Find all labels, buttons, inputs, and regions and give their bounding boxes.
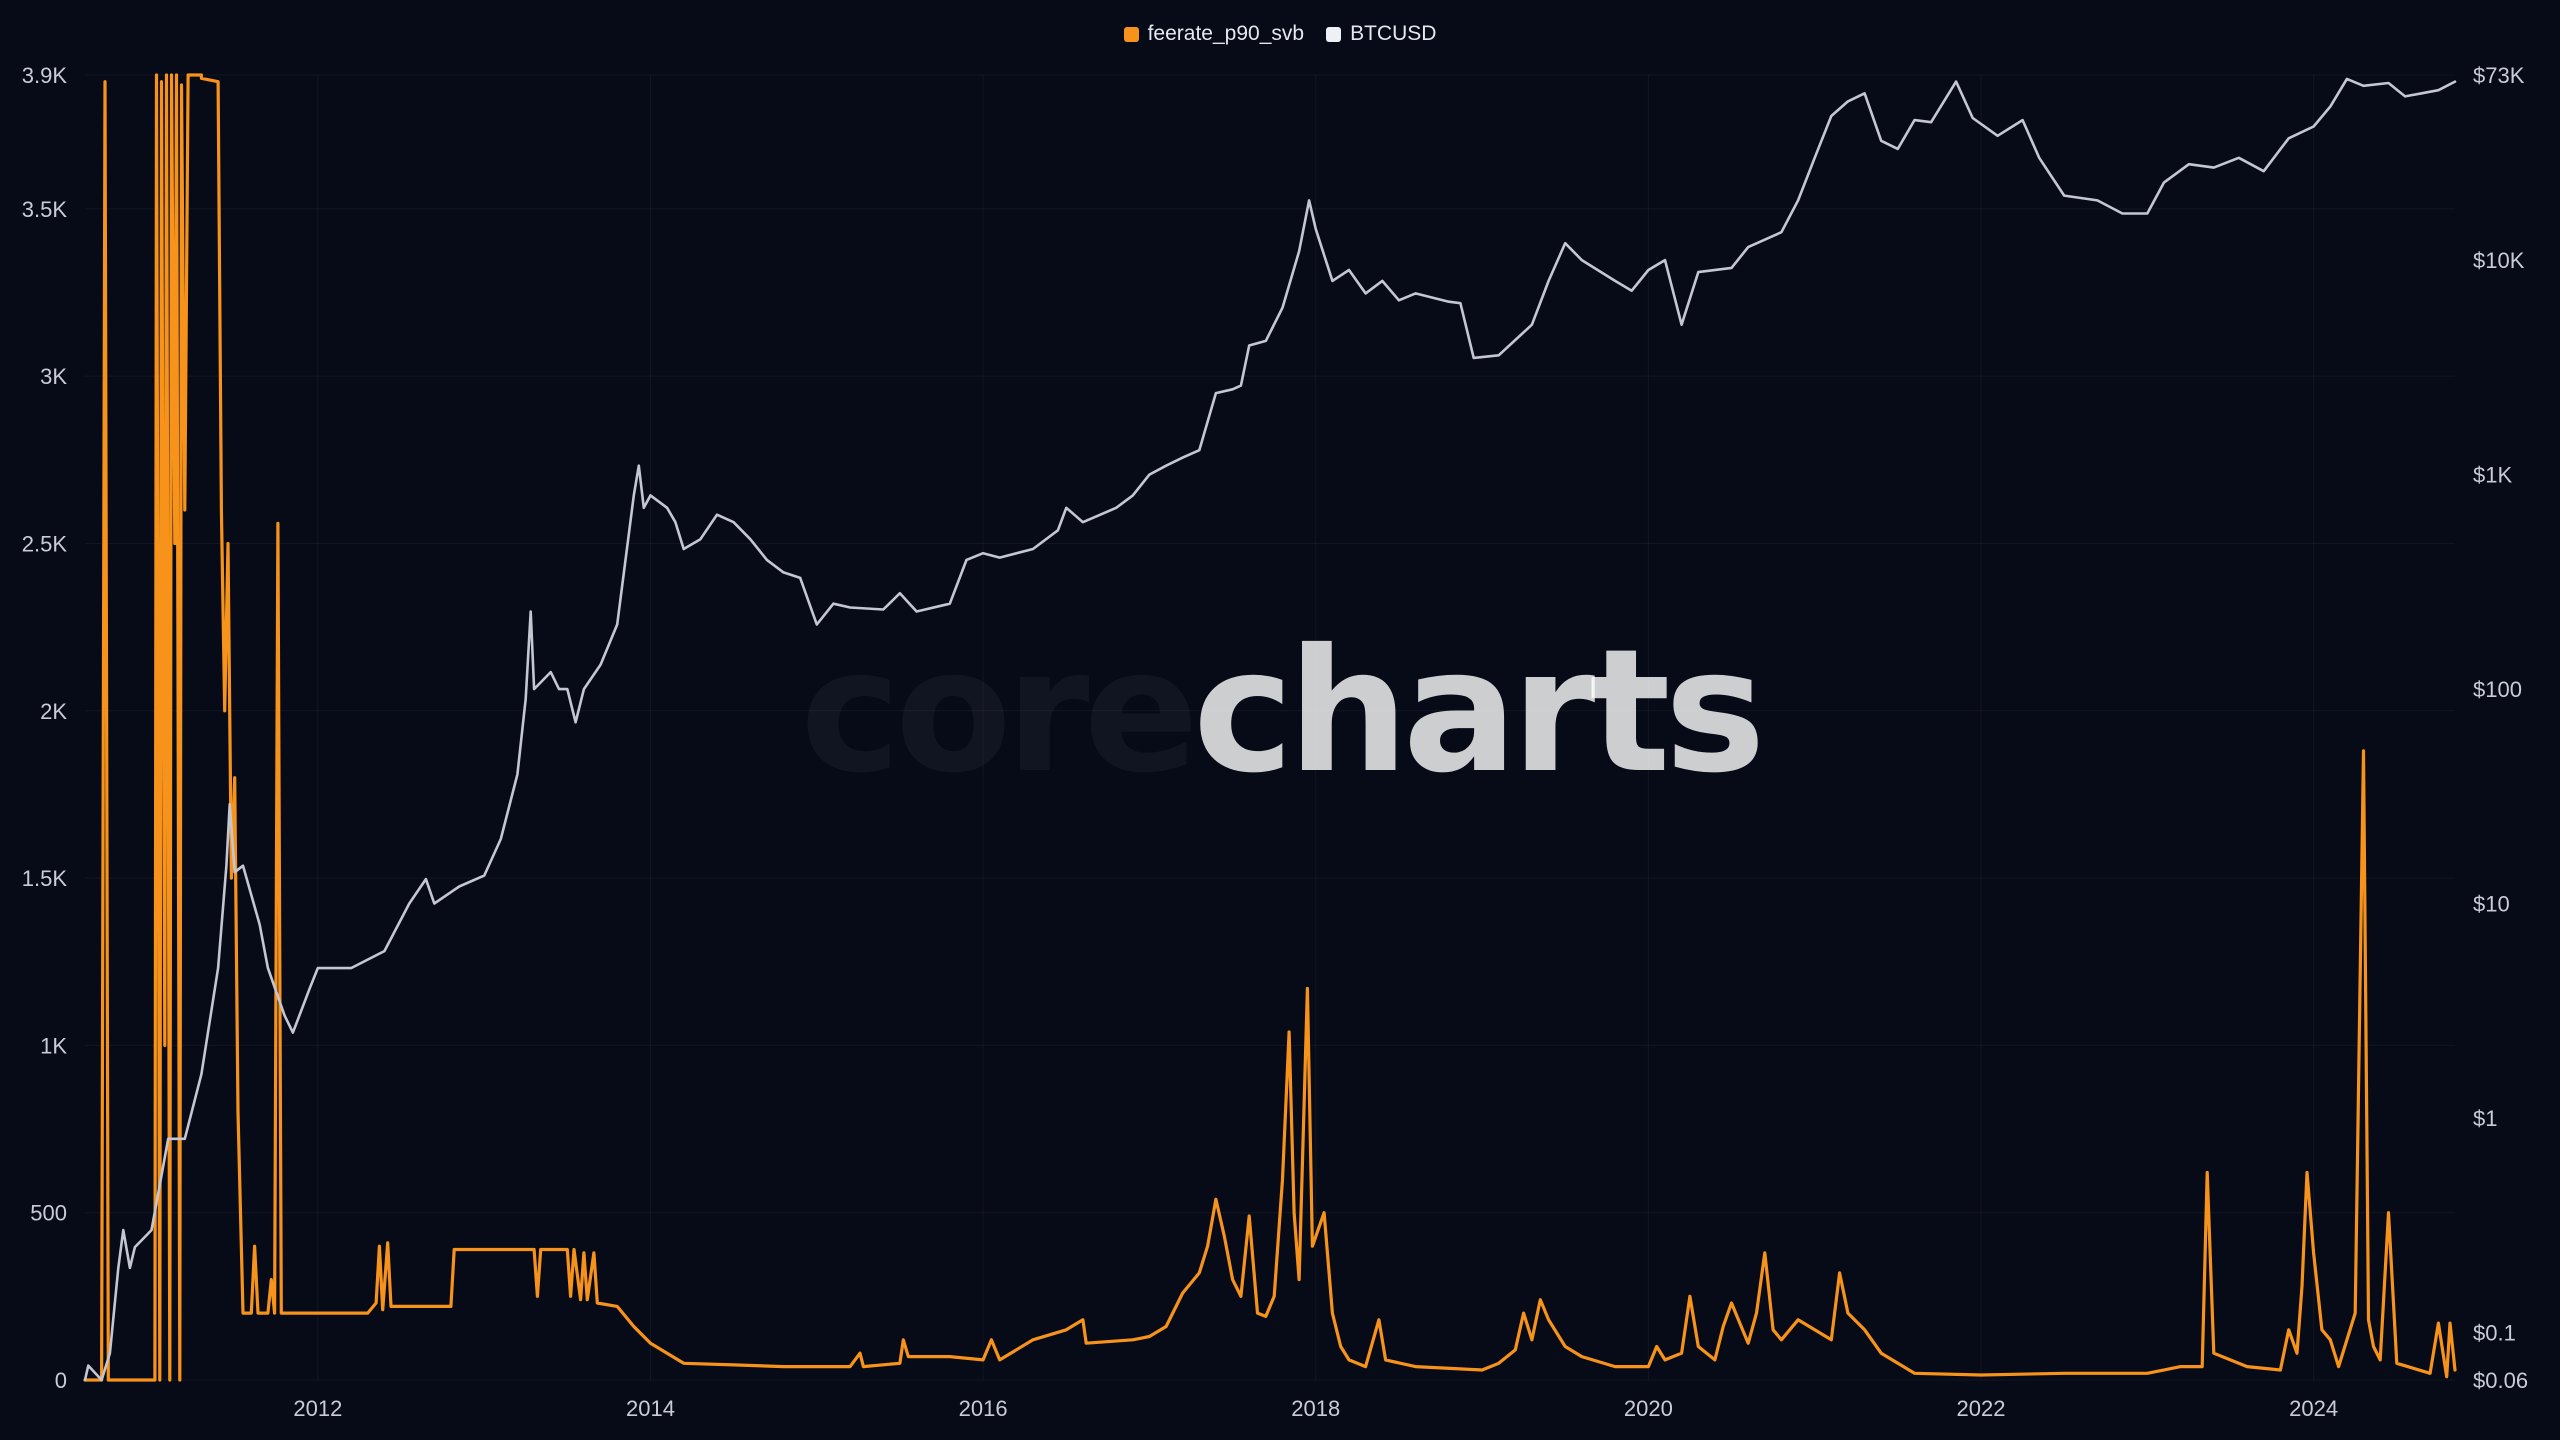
y-left-tick-label: 500 [30,1201,67,1226]
legend-label-feerate: feerate_p90_svb [1147,22,1305,45]
series-line-btcusd[interactable] [83,77,2457,1382]
series-line-feerate-p90-svb[interactable] [83,73,2457,1382]
legend-label-btcusd: BTCUSD [1350,22,1437,45]
y-left-tick-label: 2.5K [22,531,68,556]
x-tick-label: 2022 [1957,1396,2006,1421]
y-left-tick-label: 3.5K [22,197,68,222]
x-tick-label: 2016 [959,1396,1008,1421]
legend: feerate_p90_svb BTCUSD [0,22,2560,46]
legend-swatch-btcusd [1326,26,1342,42]
y-left-tick-label: 0 [55,1368,67,1393]
y-right-tick-label: $1K [2473,463,2512,488]
watermark: corecharts [800,613,1760,811]
series-layer[interactable] [83,73,2457,1382]
x-tick-label: 2018 [1291,1396,1340,1421]
y-right-tick-label: $1 [2473,1106,2497,1131]
legend-swatch-feerate [1123,26,1139,42]
legend-item-feerate[interactable]: feerate_p90_svb [1123,22,1305,46]
x-tick-label: 2024 [2289,1396,2338,1421]
y-right-tick-label: $10K [2473,248,2525,273]
y-left-tick-label: 2K [40,699,67,724]
y-left-tick-label: 3.9K [22,63,68,88]
y-right-tick-label: $0.1 [2473,1320,2516,1345]
y-right-tick-label: $10 [2473,892,2510,917]
y-left-tick-label: 1K [40,1033,67,1058]
y-left-tick-label: 3K [40,364,67,389]
y-right-tick-label: $100 [2473,677,2522,702]
legend-item-btcusd[interactable]: BTCUSD [1326,22,1436,46]
x-tick-label: 2014 [626,1396,675,1421]
y-right-tick-label: $73K [2473,63,2525,88]
y-left-tick-label: 1.5K [22,866,68,891]
y-right-tick-label: $0.06 [2473,1368,2528,1393]
x-tick-label: 2020 [1624,1396,1673,1421]
x-tick-label: 2012 [293,1396,342,1421]
axis-layer: 2012 2014 2016 2018 2020 2022 2024 0 500 1K 1.5K 2K… [22,63,2528,1421]
